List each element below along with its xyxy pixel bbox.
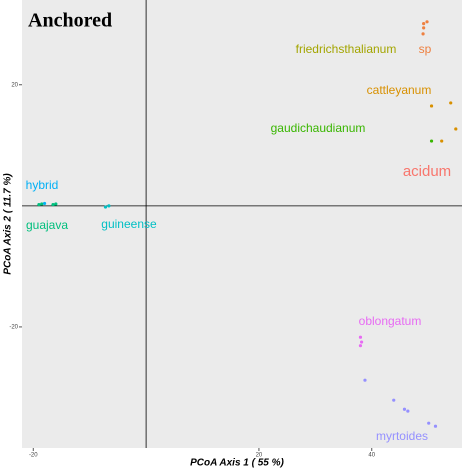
point [429, 139, 434, 143]
species-label: cattleyanum [367, 83, 432, 97]
species-label: hybrid [26, 178, 59, 192]
point [51, 203, 55, 207]
point [406, 409, 410, 413]
point [422, 26, 426, 30]
point [440, 139, 444, 143]
x-tick-label: 20 [256, 453, 263, 459]
point [421, 32, 425, 36]
point [449, 101, 453, 105]
point [392, 398, 396, 402]
point [37, 203, 41, 207]
point [425, 20, 429, 24]
point [359, 340, 364, 344]
point [358, 344, 363, 348]
point [429, 104, 434, 108]
species-label: myrtoides [376, 429, 428, 443]
x-axis-label: PCoA Axis 1 ( 55 %) [190, 458, 284, 469]
point [427, 421, 431, 425]
point [54, 202, 58, 206]
point [402, 407, 407, 411]
point [107, 204, 111, 208]
species-label: friedrichsthalianum [296, 42, 397, 56]
species-label: guineense [101, 217, 157, 231]
chart-title: Anchored [28, 10, 112, 32]
y-tick-label: -20 [9, 324, 18, 330]
plot-background [22, 0, 462, 448]
species-label: guajava [26, 218, 68, 232]
point [358, 335, 363, 339]
point [42, 201, 47, 206]
y-axis-label: PCoA Axis 2 ( 11.7 %) [3, 173, 14, 275]
point [103, 205, 108, 209]
species-label: acidum [403, 163, 451, 180]
point [363, 378, 367, 382]
y-tick-label: 20 [11, 82, 18, 88]
point [422, 22, 426, 26]
species-label: oblongatum [359, 314, 422, 328]
point [454, 127, 458, 131]
x-tick-label: 40 [368, 453, 375, 459]
point [40, 202, 44, 206]
species-label: gaudichaudianum [271, 121, 366, 135]
species-label: sp [419, 42, 432, 56]
x-tick-label: -20 [29, 453, 38, 459]
point [433, 424, 438, 428]
